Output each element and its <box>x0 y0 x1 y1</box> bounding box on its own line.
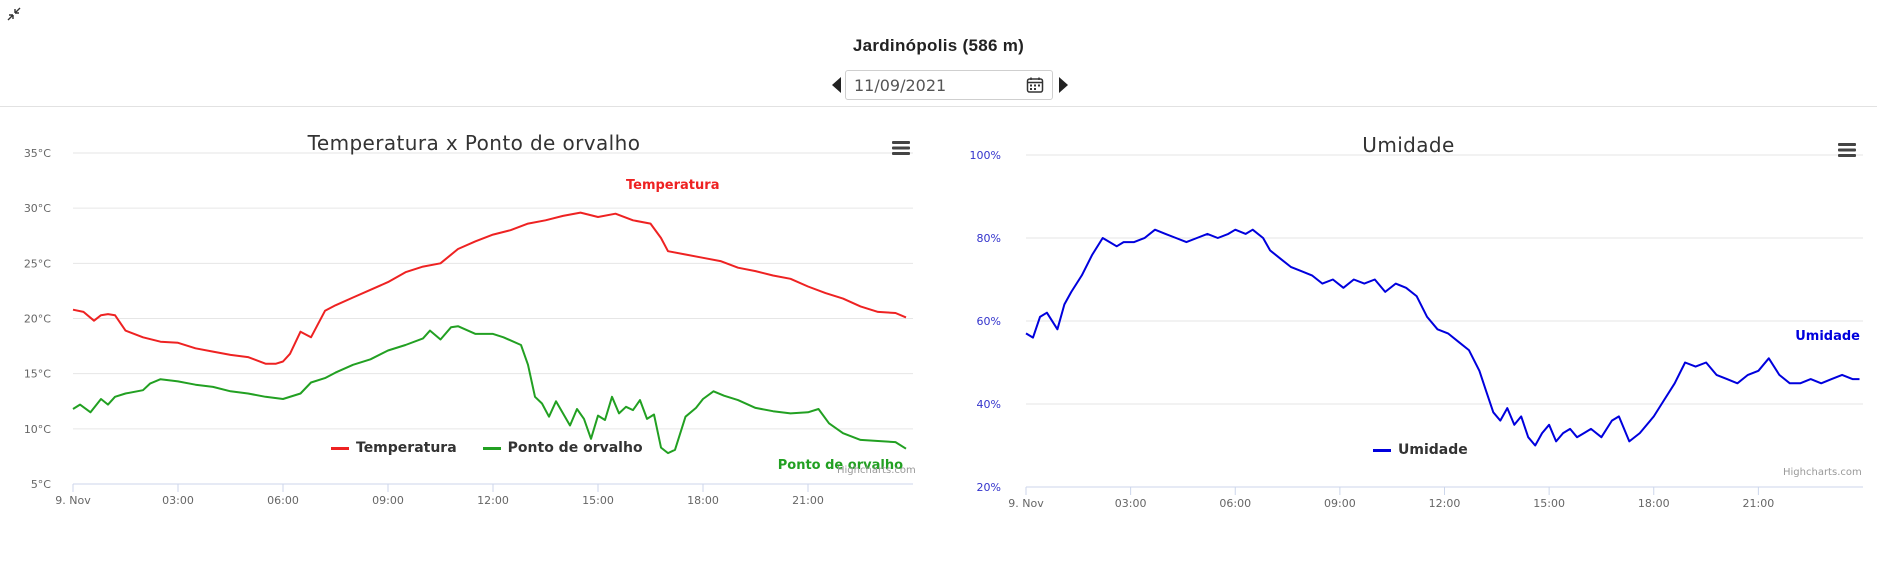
date-field[interactable] <box>845 70 1053 100</box>
x-tick-label: 12:00 <box>1429 497 1461 510</box>
credits-link[interactable]: Highcharts.com <box>837 465 916 476</box>
temperature-dewpoint-chart: 5°C 10°C 15°C 20°C 25°C 30°C 35°C 9. Nov 03:00 06… <box>0 110 938 582</box>
legend-item-umidade[interactable]: Umidade <box>1373 442 1468 458</box>
series-label: Temperatura <box>626 178 719 193</box>
y-tick-label: 20% <box>977 481 1001 494</box>
legend-item-ponto-de-orvalho[interactable]: Ponto de orvalho <box>482 440 643 456</box>
y-tick-label: 5°C <box>31 478 51 491</box>
y-tick-label: 35°C <box>24 147 51 160</box>
x-tick-label: 03:00 <box>162 494 194 507</box>
x-tick-label: 12:00 <box>477 494 509 507</box>
chart-title: Temperatura x Ponto de orvalho <box>307 131 641 155</box>
series-line-temperatura[interactable] <box>72 211 907 365</box>
x-tick-label: 21:00 <box>792 494 824 507</box>
legend-swatch <box>482 446 501 450</box>
series-line-ponto-de-orvalho[interactable] <box>72 325 907 455</box>
station-title: Jardinópolis (586 m) <box>852 36 1025 55</box>
calendar-icon[interactable] <box>1026 76 1044 94</box>
x-tick-label: 15:00 <box>582 494 614 507</box>
x-tick-label: 09:00 <box>372 494 404 507</box>
x-tick-label: 15:00 <box>1533 497 1565 510</box>
chart-title: Umidade <box>1362 133 1455 157</box>
x-tick-label: 9. Nov <box>55 494 91 507</box>
humidity-chart-plot: 20% 40% 60% 80% 100% 9. Nov 03:00 06:00 09:00 12:… <box>970 149 1863 510</box>
x-tick-label: 18:00 <box>687 494 719 507</box>
date-picker <box>832 70 1068 100</box>
x-tick-label: 09:00 <box>1324 497 1356 510</box>
series-label: Umidade <box>1795 329 1860 344</box>
temperature-chart-plot: 5°C 10°C 15°C 20°C 25°C 30°C 35°C 9. Nov 03:00 06… <box>24 147 913 507</box>
y-tick-label: 100% <box>970 149 1001 162</box>
series-line-umidade[interactable] <box>1025 228 1860 447</box>
chart-legend: Temperatura Ponto de orvalho <box>331 440 643 456</box>
triangle-right-icon[interactable] <box>1059 77 1068 93</box>
legend-label: Temperatura <box>356 440 457 456</box>
y-tick-label: 30°C <box>24 202 51 215</box>
legend-swatch <box>331 446 349 450</box>
humidity-chart: 20% 40% 60% 80% 100% 9. Nov 03:00 06:00 09:00 12:… <box>940 110 1877 582</box>
hamburger-menu-icon[interactable] <box>891 139 911 157</box>
legend-label: Umidade <box>1398 442 1468 458</box>
x-tick-label: 06:00 <box>1219 497 1251 510</box>
page-header: Jardinópolis (586 m) <box>0 0 1877 107</box>
triangle-left-icon[interactable] <box>832 77 841 93</box>
date-input[interactable] <box>854 75 1004 95</box>
y-tick-label: 15°C <box>24 368 51 381</box>
y-tick-label: 40% <box>977 398 1001 411</box>
y-tick-label: 25°C <box>24 257 51 270</box>
x-tick-label: 21:00 <box>1743 497 1775 510</box>
legend-item-temperatura[interactable]: Temperatura <box>331 440 457 456</box>
y-tick-label: 10°C <box>24 423 51 436</box>
y-tick-label: 80% <box>977 232 1001 245</box>
credits-link[interactable]: Highcharts.com <box>1783 467 1862 478</box>
hamburger-menu-icon[interactable] <box>1837 141 1857 159</box>
x-tick-label: 9. Nov <box>1008 497 1044 510</box>
series-label: Ponto de orvalho <box>778 458 903 473</box>
y-tick-label: 60% <box>977 315 1001 328</box>
chart-legend: Umidade <box>1373 442 1468 458</box>
x-tick-label: 06:00 <box>267 494 299 507</box>
x-tick-label: 03:00 <box>1115 497 1147 510</box>
y-tick-label: 20°C <box>24 313 51 326</box>
legend-label: Ponto de orvalho <box>507 440 643 456</box>
compress-arrows-icon[interactable] <box>6 6 22 22</box>
legend-swatch <box>1373 448 1391 452</box>
x-tick-label: 18:00 <box>1638 497 1670 510</box>
